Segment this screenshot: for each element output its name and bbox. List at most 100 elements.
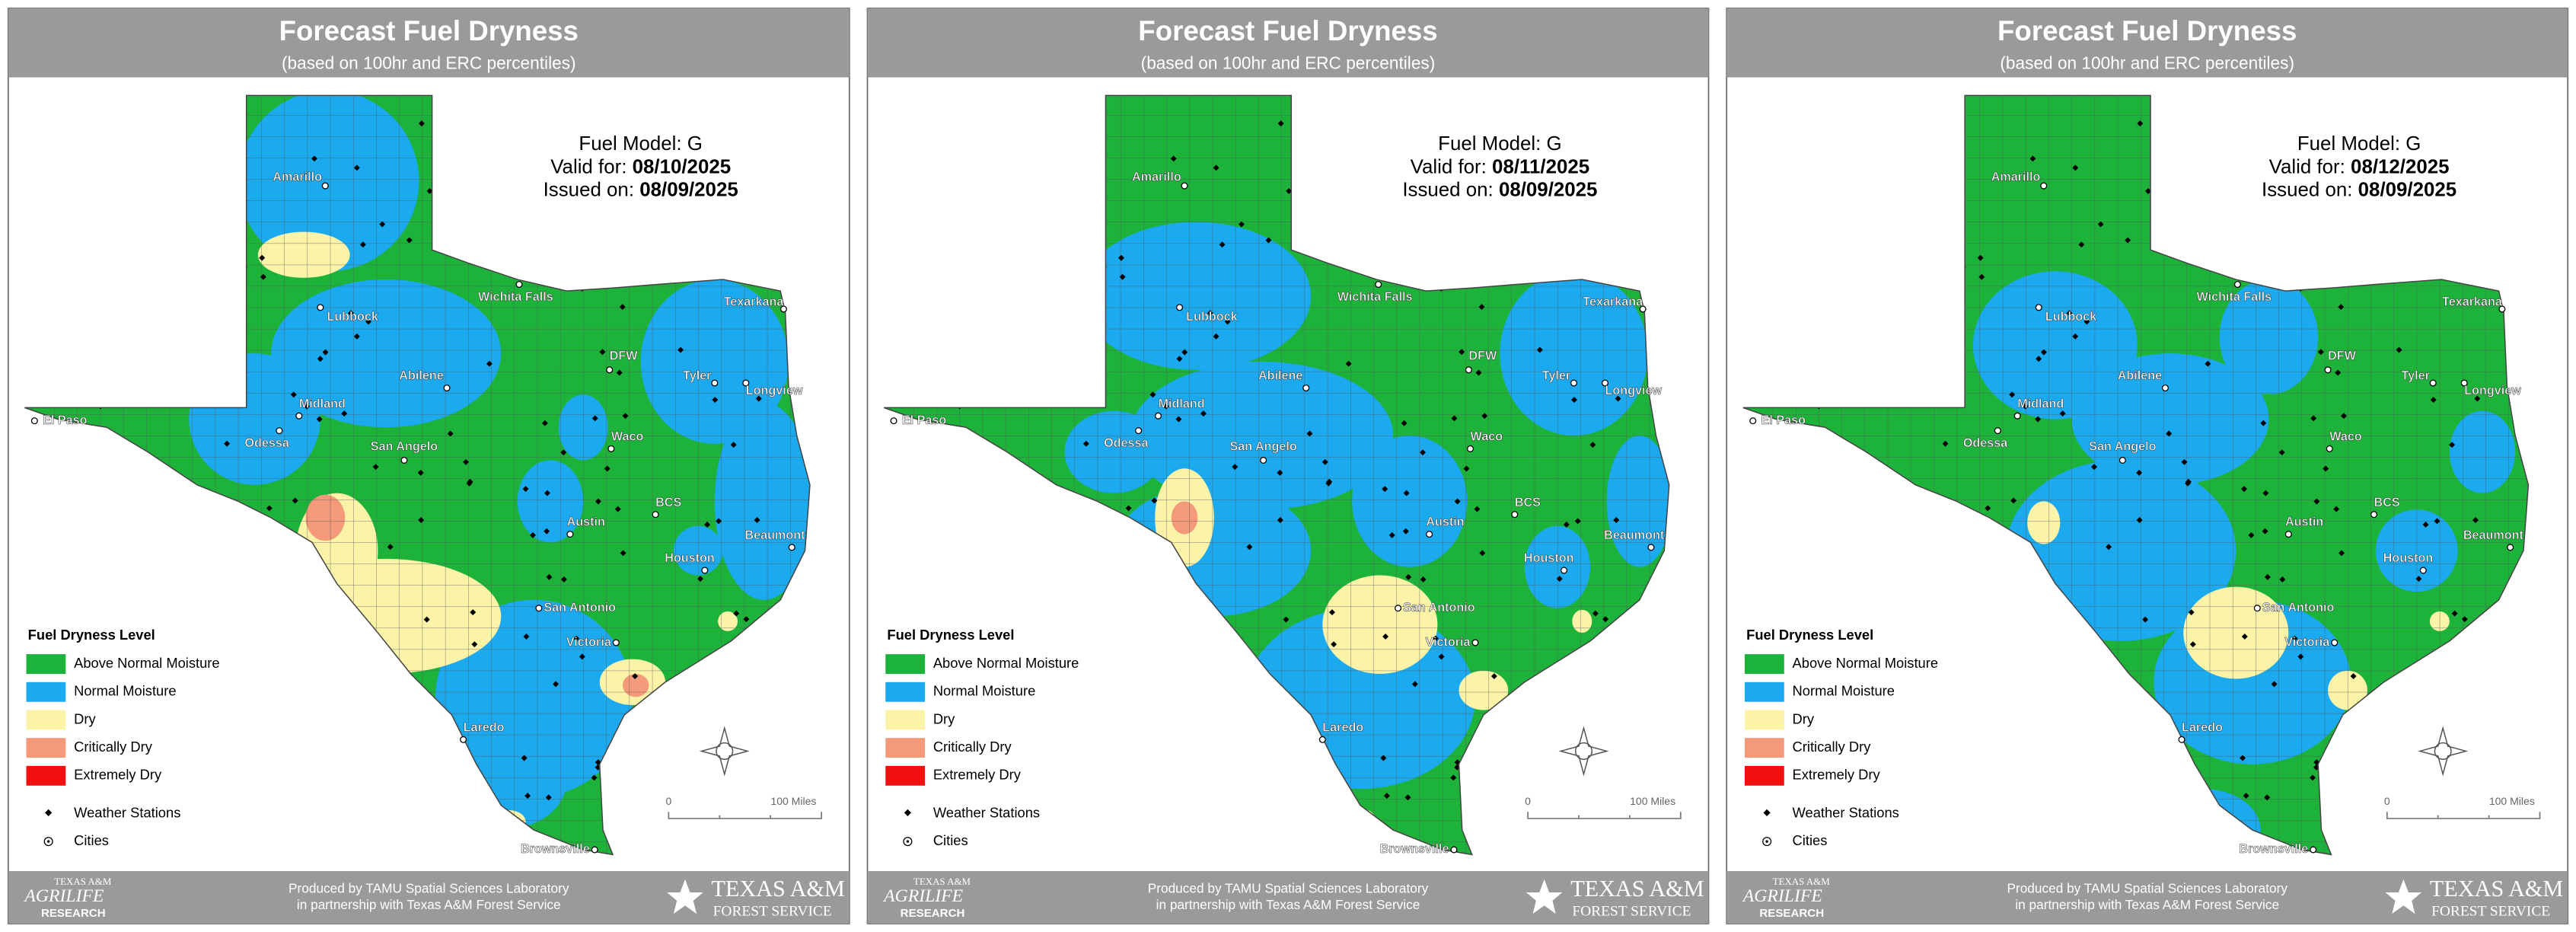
weather-station	[1454, 498, 1461, 505]
weather-station	[1176, 356, 1183, 362]
footer-line: in partnership with Texas A&M Forest Ser…	[2015, 897, 2279, 912]
city-marker	[607, 445, 615, 452]
legend-swatch	[26, 738, 66, 758]
city-marker	[317, 304, 324, 311]
weather-station	[2136, 469, 2143, 476]
city-label: Austin	[567, 515, 605, 529]
city-label: Austin	[1426, 515, 1464, 529]
footer	[8, 870, 850, 924]
weather-station	[2036, 356, 2042, 362]
compass-ring	[2434, 742, 2452, 760]
logo-text: FOREST SERVICE	[1572, 903, 1691, 919]
weather-station	[1224, 318, 1231, 325]
weather-station	[1474, 506, 1481, 512]
compass	[1558, 726, 1609, 777]
fuel-model: Fuel Model: G	[2297, 133, 2421, 155]
city-label: Waco	[2329, 430, 2362, 444]
city-marker	[1302, 384, 1310, 392]
legend-title: Fuel Dryness Level	[887, 627, 1014, 643]
weather-station	[470, 609, 477, 616]
legend-label: Normal Moisture	[1793, 683, 1895, 699]
weather-station	[266, 505, 273, 512]
city-label: Abilene	[2118, 369, 2162, 383]
legend-label: Extremely Dry	[1793, 767, 1881, 783]
city-label: Austin	[2285, 515, 2323, 529]
city-marker	[1601, 379, 1609, 387]
city-label: Odessa	[1104, 436, 1149, 450]
city-marker	[2460, 379, 2468, 387]
weather-station	[1082, 440, 1089, 447]
subtitle: (based on 100hr and ERC percentiles)	[282, 53, 576, 72]
weather-station	[379, 221, 386, 228]
weather-station	[1420, 449, 1426, 456]
weather-station	[712, 397, 719, 404]
weather-station	[632, 673, 639, 680]
city-marker	[1450, 846, 1458, 854]
legend-swatch	[1744, 710, 1784, 730]
scale-label: 0	[2384, 795, 2390, 807]
city-label: Amarillo	[1132, 171, 1181, 184]
state-outline	[1742, 94, 2530, 856]
logo-text: FOREST SERVICE	[713, 903, 832, 919]
footer	[867, 870, 1709, 924]
city-label: Texarkana	[2442, 295, 2503, 309]
issued-line: Issued on: 08/09/2025	[2262, 179, 2456, 200]
weather-station	[2142, 616, 2149, 623]
city-marker	[1647, 544, 1655, 551]
weather-station	[2260, 420, 2267, 426]
scale-label: 100 Miles	[2489, 795, 2535, 807]
weather-station	[447, 430, 454, 437]
legend-label: Weather Stations	[1793, 804, 1899, 820]
legend-label: Critically Dry	[74, 739, 153, 755]
city-marker	[2013, 412, 2021, 420]
header	[1726, 8, 2568, 78]
scale-label: 100 Miles	[770, 795, 816, 807]
weather-station	[1402, 528, 1409, 535]
city-label: Beaumont	[1604, 528, 1665, 542]
city-label: Laredo	[464, 721, 505, 735]
weather-station	[316, 416, 323, 423]
city-label: Odessa	[244, 436, 289, 450]
city-marker	[321, 182, 329, 190]
weather-station	[544, 528, 550, 535]
city-marker	[612, 639, 620, 646]
city-marker	[890, 417, 897, 425]
weather-station	[1117, 254, 1124, 261]
city-marker	[1639, 305, 1647, 313]
city-label: El Paso	[43, 413, 88, 427]
weather-station	[1219, 241, 1226, 248]
weather-station	[1306, 430, 1313, 437]
weather-station	[353, 333, 360, 340]
city-marker	[2178, 736, 2185, 743]
weather-station	[730, 442, 737, 448]
weather-station	[560, 576, 567, 582]
weather-station	[1125, 505, 1132, 512]
city-label: Abilene	[1258, 369, 1302, 383]
legend-label: Cities	[933, 832, 968, 848]
city-label: Tyler	[1542, 369, 1571, 383]
legend-label: Extremely Dry	[74, 767, 162, 783]
weather-station	[2338, 304, 2345, 311]
legend-swatch	[1744, 654, 1784, 675]
logo-star	[2385, 879, 2422, 914]
weather-station	[1556, 576, 1563, 582]
weather-station	[553, 681, 560, 688]
weather-station	[1388, 531, 1395, 538]
city-marker	[2331, 639, 2338, 646]
city-label: Houston	[2383, 551, 2434, 565]
weather-station	[524, 793, 531, 800]
compass	[699, 726, 750, 777]
logo-text: TEXAS A&M	[711, 876, 844, 902]
weather-station	[423, 616, 430, 623]
issued-label: Issued on:	[2262, 179, 2352, 200]
city-marker	[1465, 366, 1472, 374]
weather-station	[697, 576, 703, 582]
city-marker	[1318, 736, 1326, 743]
title: Forecast Fuel Dryness	[279, 15, 579, 46]
legend-label: Above Normal Moisture	[933, 655, 1079, 671]
city-label: Longview	[1605, 384, 1663, 397]
weather-station	[1592, 610, 1599, 617]
legend-swatch	[26, 765, 66, 786]
weather-station	[1382, 633, 1389, 640]
footer-line: Produced by TAMU Spatial Sciences Labora…	[1148, 880, 1429, 895]
